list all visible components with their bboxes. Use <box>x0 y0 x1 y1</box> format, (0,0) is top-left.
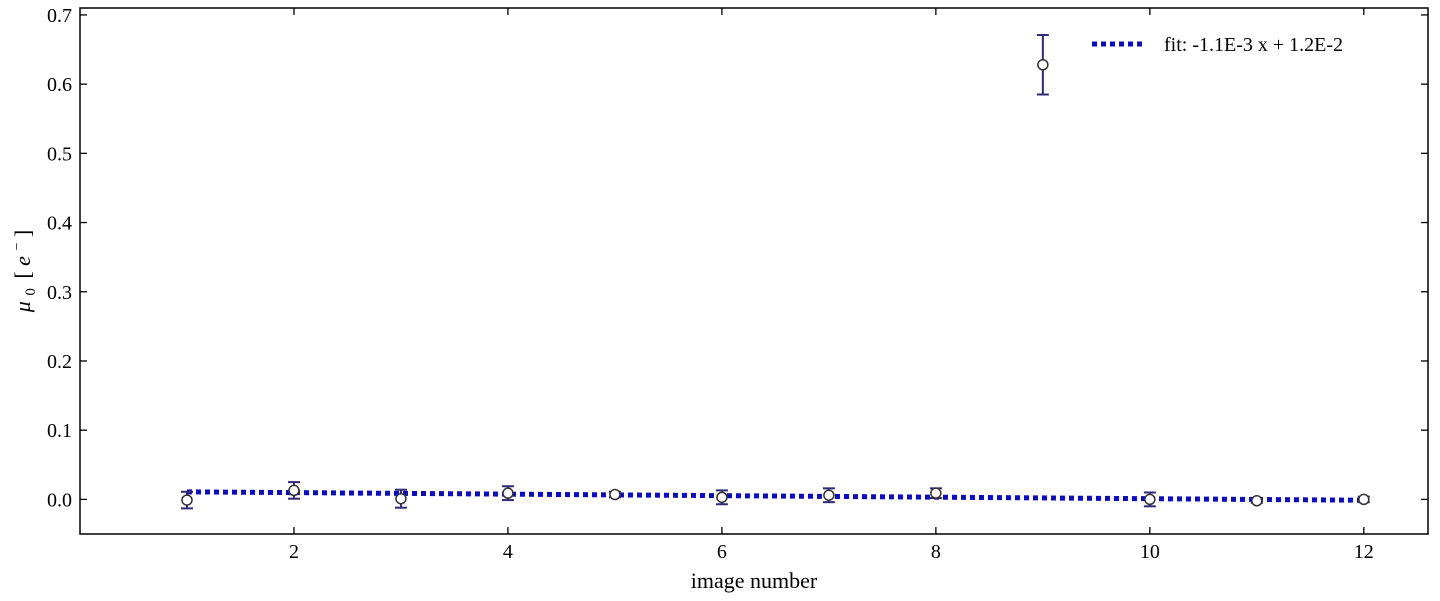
data-point <box>1143 491 1156 508</box>
y-tick-label: 0.5 <box>47 143 72 165</box>
plot-frame <box>79 7 1429 535</box>
data-marker <box>1144 493 1156 506</box>
data-point <box>1036 33 1049 96</box>
x-tick-label: 12 <box>1354 541 1374 563</box>
y-tick-label: 0.7 <box>47 5 72 27</box>
data-point <box>501 485 514 502</box>
data-marker <box>502 487 514 499</box>
x-tick-label: 10 <box>1140 541 1160 563</box>
data-marker <box>823 489 835 501</box>
data-marker <box>716 491 728 504</box>
y-tick-label: 0.6 <box>47 74 72 96</box>
data-marker <box>609 488 621 501</box>
fit-line-layer <box>186 489 1364 503</box>
data-marker <box>1358 493 1370 506</box>
data-point <box>180 490 193 510</box>
y-tick-label: 0.4 <box>47 213 72 235</box>
x-axis-label: image number <box>691 568 818 593</box>
ticks-layer: 2 4 6 8 10 12 0.0 0.1 0.2 0.3 0.4 0.5 0.6 0.7 <box>47 5 1428 563</box>
data-point <box>287 481 300 500</box>
data-marker <box>1251 495 1263 507</box>
y-axis-label-unit: e <box>10 256 35 266</box>
y-axis-label-unit-sup: − <box>10 243 25 251</box>
fit-line <box>186 489 1364 503</box>
y-tick-label: 0.0 <box>47 489 72 511</box>
x-tick-label: 6 <box>717 541 727 563</box>
data-marker <box>288 484 300 497</box>
data-marker <box>930 487 942 499</box>
y-tick-label: 0.2 <box>47 351 72 373</box>
data-point <box>394 488 407 509</box>
x-tick-label: 4 <box>503 541 513 563</box>
legend: fit: -1.1E-3 x + 1.2E-2 <box>1092 34 1343 56</box>
y-axis-label-unit-close: ] <box>10 230 35 237</box>
y-axis-label-unit-open: [ <box>10 271 35 278</box>
data-point <box>929 487 942 500</box>
data-marker <box>395 492 407 505</box>
data-marker <box>1037 59 1049 71</box>
data-point <box>822 487 835 504</box>
y-tick-label: 0.3 <box>47 282 72 304</box>
y-axis-label-main: μ <box>10 301 35 313</box>
data-points-layer <box>180 33 1370 510</box>
y-axis-label: μ 0 [ e − ] <box>1 230 40 313</box>
legend-fit-label: fit: -1.1E-3 x + 1.2E-2 <box>1164 34 1343 56</box>
data-point <box>1357 493 1370 506</box>
y-tick-label: 0.1 <box>47 420 72 442</box>
data-point <box>608 488 621 501</box>
x-tick-label: 8 <box>931 541 941 563</box>
data-marker <box>181 494 193 506</box>
x-tick-label: 2 <box>289 541 299 563</box>
data-point <box>715 489 728 506</box>
y-axis-label-sub: 0 <box>23 288 39 296</box>
data-point <box>1250 495 1263 507</box>
